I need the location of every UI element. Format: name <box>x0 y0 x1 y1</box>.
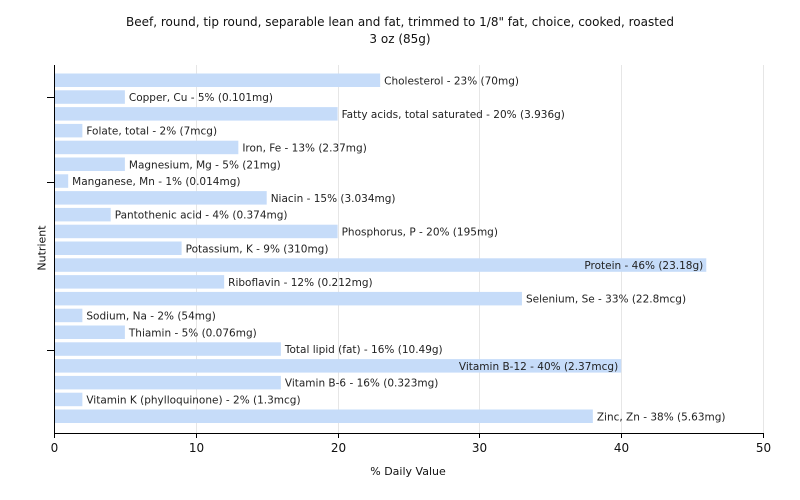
bar <box>55 73 381 87</box>
bar-label: Thiamin - 5% (0.076mg) <box>128 327 257 339</box>
bar-label: Potassium, K - 9% (310mg) <box>186 243 329 255</box>
x-tick-label: 20 <box>331 441 346 455</box>
bar <box>55 157 125 171</box>
bar <box>55 375 281 390</box>
bar-label: Riboflavin - 12% (0.212mg) <box>228 277 372 289</box>
x-axis-label: % Daily Value <box>370 465 446 478</box>
bar <box>55 308 83 323</box>
bar-label: Protein - 46% (23.18g) <box>584 260 703 272</box>
bar <box>55 107 338 121</box>
bar <box>55 224 338 239</box>
bar <box>55 90 125 104</box>
bar-label: Total lipid (fat) - 16% (10.49g) <box>284 344 443 356</box>
bar <box>55 325 125 339</box>
bar-label: Folate, total - 2% (7mcg) <box>86 126 217 138</box>
bar-label: Selenium, Se - 33% (22.8mcg) <box>526 294 686 306</box>
bar-label: Niacin - 15% (3.034mg) <box>271 193 396 205</box>
bar <box>55 275 225 289</box>
bar-label: Sodium, Na - 2% (54mg) <box>86 310 215 322</box>
bar <box>55 207 111 222</box>
bar <box>55 191 267 205</box>
bar <box>55 140 239 155</box>
x-tick-label: 10 <box>189 441 204 455</box>
x-tick-label: 40 <box>614 441 629 455</box>
bar-label: Copper, Cu - 5% (0.101mg) <box>129 92 273 104</box>
x-tick-label: 50 <box>756 441 771 455</box>
bar <box>55 392 83 407</box>
x-tick-label: 0 <box>51 441 59 455</box>
bar-label: Zinc, Zn - 38% (5.63mg) <box>597 411 726 423</box>
bar-label: Vitamin K (phylloquinone) - 2% (1.3mcg) <box>86 394 300 406</box>
bar <box>55 359 622 373</box>
bar-label: Phosphorus, P - 20% (195mg) <box>342 226 498 238</box>
bar-label: Fatty acids, total saturated - 20% (3.93… <box>342 109 565 121</box>
bar-label: Pantothenic acid - 4% (0.374mg) <box>115 210 288 222</box>
x-tick-label: 30 <box>472 441 487 455</box>
y-axis-label: Nutrient <box>35 225 49 271</box>
bar <box>55 258 707 272</box>
bar-label: Magnesium, Mg - 5% (21mg) <box>129 159 281 171</box>
chart-subtitle: 3 oz (85g) <box>369 32 431 46</box>
chart-title: Beef, round, tip round, separable lean a… <box>126 15 674 29</box>
bar <box>55 241 182 255</box>
bar-label: Vitamin B-12 - 40% (2.37mcg) <box>459 361 618 373</box>
bar <box>55 291 522 306</box>
bar <box>55 174 69 188</box>
bar-label: Manganese, Mn - 1% (0.014mg) <box>72 176 240 188</box>
bar <box>55 409 593 423</box>
bar-label: Vitamin B-6 - 16% (0.323mg) <box>285 378 439 390</box>
bar-label: Iron, Fe - 13% (2.37mg) <box>242 142 366 154</box>
bar-label: Cholesterol - 23% (70mg) <box>384 75 519 87</box>
bar <box>55 123 83 138</box>
bar <box>55 342 281 356</box>
